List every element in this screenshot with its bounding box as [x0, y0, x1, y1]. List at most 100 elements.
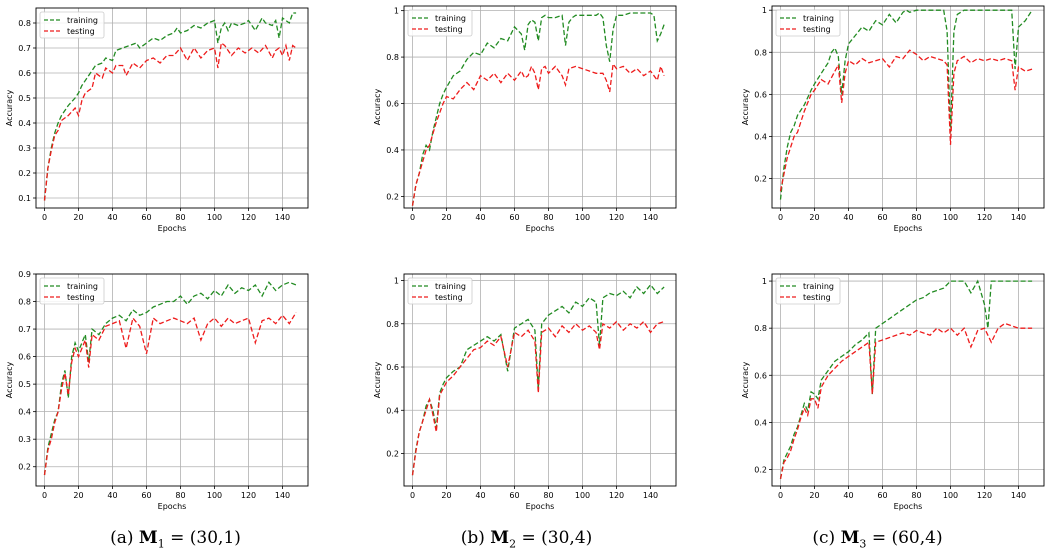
legend-label-training: training: [435, 282, 466, 291]
x-axis-label: Epochs: [526, 502, 555, 511]
legend-label-testing: testing: [435, 25, 463, 34]
y-tick-label: 0.4: [18, 119, 31, 128]
series-line-testing: [43, 41, 297, 201]
x-tick-label: 100: [207, 213, 222, 222]
y-tick-label: 0.8: [754, 324, 767, 333]
axes-frame: [771, 273, 1045, 487]
y-tick-label: 0.8: [386, 320, 399, 329]
x-tick-label: 100: [575, 213, 590, 222]
y-tick-label: 0.6: [18, 353, 31, 362]
legend-label-training: training: [67, 282, 98, 291]
x-tick-label: 40: [475, 213, 485, 222]
y-axis-label: Accuracy: [741, 88, 750, 125]
x-tick-label: 0: [42, 491, 47, 500]
series-line-training: [411, 12, 665, 206]
y-tick-label: 0.6: [754, 90, 767, 99]
x-tick-label: 20: [809, 213, 819, 222]
x-tick-label: 140: [643, 213, 658, 222]
caption-a-rest: = (30,1): [164, 528, 241, 548]
series-line-training: [411, 283, 665, 476]
y-tick-label: 0.4: [386, 146, 399, 155]
x-tick-label: 80: [175, 491, 185, 500]
x-tick-label: 60: [141, 491, 151, 500]
y-axis-label: Accuracy: [5, 89, 14, 126]
y-tick-label: 0.4: [18, 408, 31, 417]
caption-c-subscript: 3: [859, 537, 867, 551]
caption-a-prefix: (a): [110, 528, 139, 548]
chart-panel-5: 0 20 40 60 80 100 120 140 0.2 0.4 0.6 0.8 1 Epochs Acc…: [373, 273, 677, 511]
axes-frame: [403, 5, 677, 209]
x-tick-label: 80: [911, 491, 921, 500]
y-tick-label: 0.8: [754, 48, 767, 57]
y-tick-label: 0.2: [18, 169, 31, 178]
chart-panel-4: 0 20 40 60 80 100 120 140 0.2 0.3 0.4 0.5 0.6 0.7 0.8 0…: [5, 270, 309, 511]
y-tick-label: 0.6: [754, 371, 767, 380]
caption-a: (a) M1 = (30,1): [0, 528, 351, 550]
caption-a-symbol: M: [138, 528, 158, 548]
axes-frame: [35, 273, 309, 487]
caption-b: (b) M2 = (30,4): [351, 528, 702, 550]
y-tick-label: 0.2: [386, 450, 399, 459]
x-tick-label: 100: [207, 491, 222, 500]
caption-a-subscript: 1: [157, 537, 165, 551]
legend-label-testing: testing: [435, 293, 463, 302]
caption-c-prefix: (c): [812, 528, 841, 548]
series-line-training: [43, 12, 297, 201]
y-tick-label: 0.2: [754, 175, 767, 184]
x-tick-label: 140: [275, 213, 290, 222]
x-axis-label: Epochs: [894, 224, 923, 233]
chart-panel-3: 0 20 40 60 80 100 120 140 0.2 0.4 0.6 0.8 1 Epochs Acc…: [741, 5, 1045, 233]
x-tick-label: 20: [809, 491, 819, 500]
y-tick-label: 1: [762, 6, 767, 15]
y-tick-label: 0.3: [18, 435, 31, 444]
caption-c-rest: = (60,4): [866, 528, 943, 548]
x-tick-label: 120: [977, 213, 992, 222]
axes-frame: [35, 7, 309, 209]
x-tick-label: 140: [275, 491, 290, 500]
x-tick-label: 120: [609, 491, 624, 500]
x-tick-label: 20: [441, 213, 451, 222]
x-tick-label: 60: [141, 213, 151, 222]
x-axis-label: Epochs: [894, 502, 923, 511]
x-tick-label: 0: [410, 491, 415, 500]
x-tick-label: 140: [643, 491, 658, 500]
series-line-testing: [411, 62, 665, 206]
x-tick-label: 100: [943, 213, 958, 222]
y-tick-label: 0.7: [18, 44, 31, 53]
x-tick-label: 60: [509, 213, 519, 222]
legend-label-testing: testing: [803, 293, 831, 302]
x-tick-label: 120: [977, 491, 992, 500]
axes-frame: [403, 273, 677, 487]
axes-frame: [771, 5, 1045, 209]
y-tick-label: 0.2: [754, 466, 767, 475]
series-line-training: [43, 281, 297, 476]
caption-b-subscript: 2: [509, 537, 517, 551]
y-tick-label: 0.2: [386, 192, 399, 201]
x-tick-label: 80: [543, 213, 553, 222]
x-tick-label: 0: [42, 213, 47, 222]
y-tick-label: 0.3: [18, 144, 31, 153]
x-tick-label: 0: [410, 213, 415, 222]
x-axis-label: Epochs: [526, 224, 555, 233]
x-tick-label: 80: [543, 491, 553, 500]
chart-panel-6: 0 20 40 60 80 100 120 140 0.2 0.4 0.6 0.8 1 Epochs Acc…: [741, 273, 1045, 511]
y-tick-label: 0.1: [18, 194, 31, 203]
y-tick-label: 1: [762, 277, 767, 286]
x-tick-label: 120: [241, 491, 256, 500]
caption-b-symbol: M: [490, 528, 510, 548]
y-axis-label: Accuracy: [5, 361, 14, 398]
x-tick-label: 40: [107, 213, 117, 222]
x-tick-label: 0: [778, 491, 783, 500]
x-tick-label: 80: [175, 213, 185, 222]
x-tick-label: 100: [943, 491, 958, 500]
legend-label-training: training: [435, 14, 466, 23]
y-tick-label: 0.8: [18, 298, 31, 307]
x-tick-label: 60: [509, 491, 519, 500]
x-tick-label: 60: [877, 491, 887, 500]
x-tick-label: 20: [73, 491, 83, 500]
chart-panel-2: 0 20 40 60 80 100 120 140 0.2 0.4 0.6 0.8 1 Epochs Acc…: [373, 5, 677, 233]
y-tick-label: 0.9: [18, 270, 31, 279]
x-tick-label: 0: [778, 213, 783, 222]
caption-c-symbol: M: [840, 528, 860, 548]
